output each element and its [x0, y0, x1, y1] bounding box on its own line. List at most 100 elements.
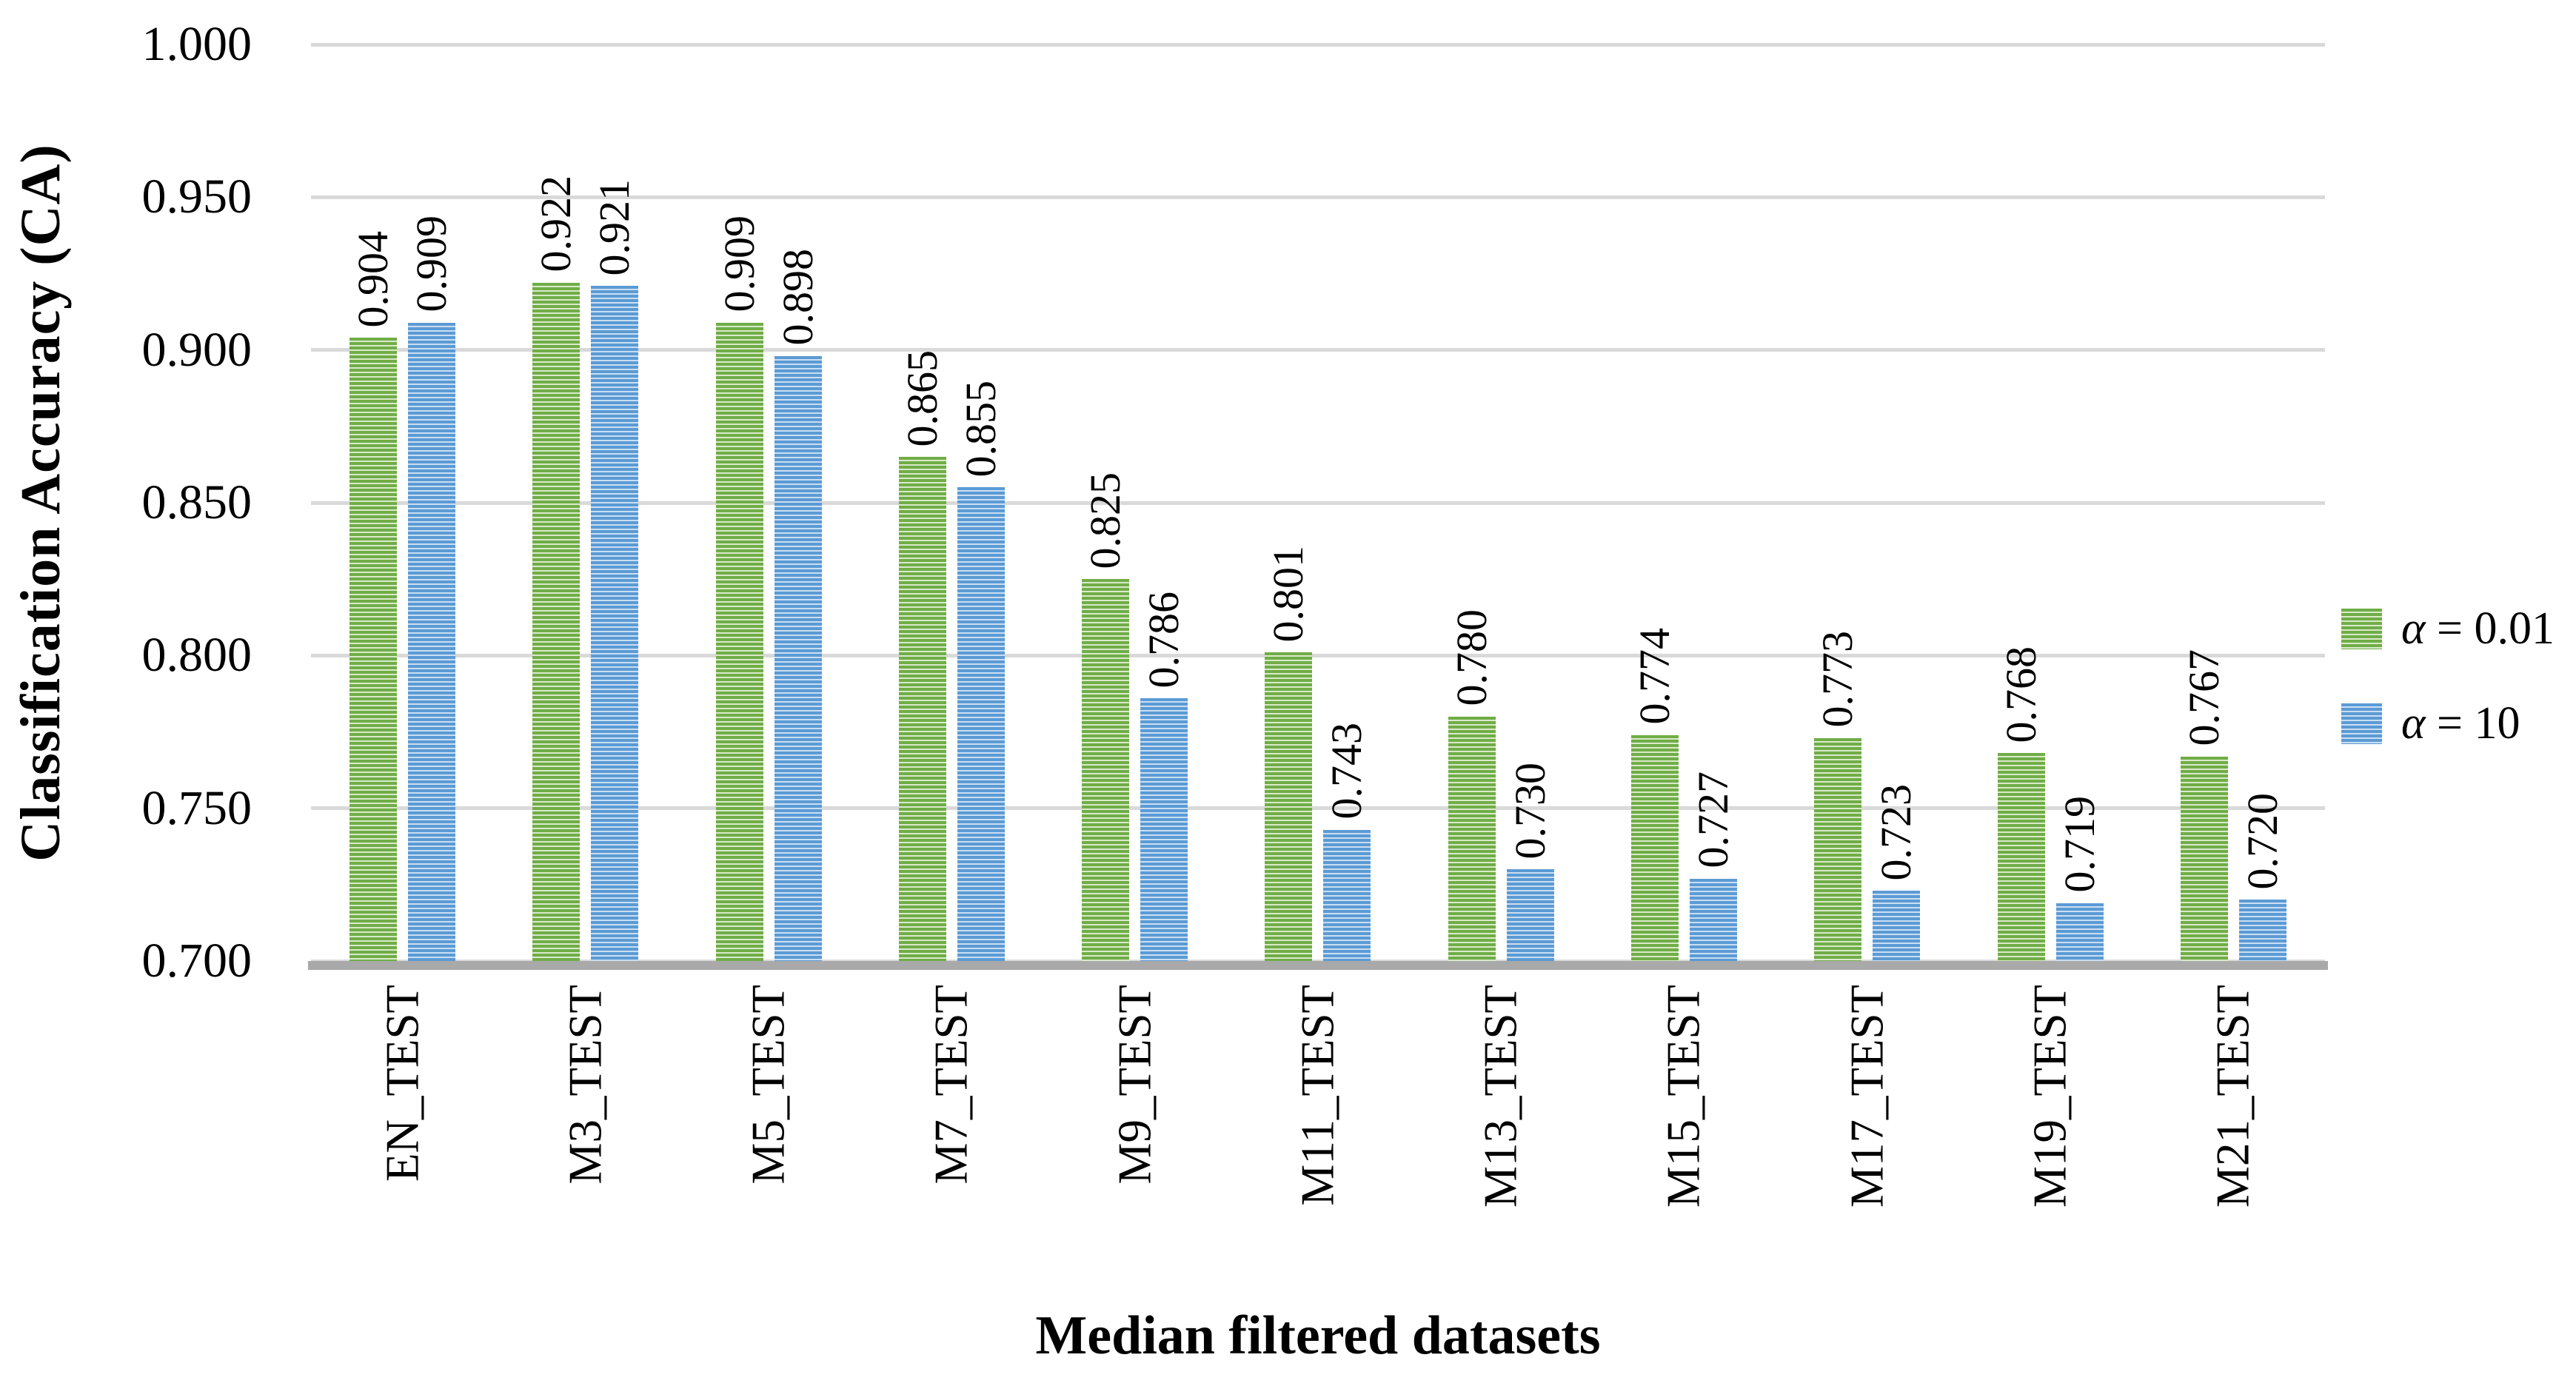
bar-pair: 0.780 0.730: [1410, 44, 1593, 961]
bar-series-2: 0.730: [1506, 763, 1554, 961]
x-tick-label: M11_TEST: [1291, 985, 1344, 1206]
category-group: 0.773 0.723 M17_TEST: [1776, 44, 1958, 1208]
bar-series-2: 0.720: [2238, 793, 2286, 961]
value-label: 0.767: [2179, 649, 2228, 746]
category-group: 0.865 0.855 M7_TEST: [860, 44, 1043, 1185]
x-tick-label: M5_TEST: [742, 985, 794, 1185]
value-label: 0.825: [1081, 472, 1130, 569]
x-axis-line: [308, 961, 2328, 970]
x-tick-label: M9_TEST: [1108, 985, 1161, 1185]
x-tick-label: M15_TEST: [1657, 985, 1710, 1208]
x-tick-label: M17_TEST: [1841, 985, 1893, 1208]
category-group: 0.767 0.720 M21_TEST: [2142, 44, 2325, 1208]
category-group: 0.825 0.786 M9_TEST: [1043, 44, 1226, 1185]
y-tick-label: 0.850: [141, 475, 252, 529]
bar-series-1: 0.768: [1997, 646, 2045, 961]
bar-series-2: 0.743: [1322, 723, 1371, 961]
bar-pair: 0.774 0.727: [1593, 44, 1776, 961]
y-tick-label: 0.950: [141, 170, 252, 224]
legend-swatch-icon: [2341, 703, 2382, 744]
y-tick-label: 0.900: [141, 322, 252, 377]
category-group: 0.922 0.921 M3_TEST: [494, 44, 677, 1185]
bar-series-2: 0.723: [1872, 784, 1921, 961]
legend-item: α = 0.01: [2341, 606, 2555, 652]
value-label: 0.723: [1872, 783, 1921, 881]
bar-series-1: 0.773: [1813, 631, 1862, 961]
value-label: 0.727: [1688, 771, 1737, 868]
bar-series-1: 0.774: [1630, 628, 1679, 961]
value-label: 0.720: [2238, 792, 2286, 890]
bar-pair: 0.865 0.855: [860, 44, 1043, 961]
value-label: 0.921: [590, 178, 639, 276]
bar-pair: 0.773 0.723: [1776, 44, 1958, 961]
x-tick-label: M19_TEST: [2024, 985, 2076, 1208]
legend-swatch-icon: [2341, 608, 2382, 649]
bar-pair: 0.904 0.909: [311, 44, 494, 961]
bar-pair: 0.767 0.720: [2142, 44, 2325, 961]
category-group: 0.904 0.909 EN_TEST: [311, 44, 494, 1182]
legend-label: α = 0.01: [2401, 603, 2555, 654]
legend: α = 0.01 α = 10: [2341, 606, 2555, 746]
y-tick-label: 0.700: [141, 934, 252, 988]
bar-pair: 0.801 0.743: [1226, 44, 1409, 961]
bar-series-1: 0.909: [715, 215, 763, 961]
value-label: 0.898: [773, 249, 822, 346]
x-tick-label: M21_TEST: [2207, 985, 2259, 1208]
value-label: 0.922: [532, 175, 581, 272]
category-group: 0.909 0.898 M5_TEST: [678, 44, 860, 1185]
gridline: [311, 195, 2325, 199]
x-tick-label: M13_TEST: [1474, 985, 1527, 1208]
x-tick-label: EN_TEST: [376, 985, 429, 1182]
bar-pair: 0.825 0.786: [1043, 44, 1226, 961]
value-label: 0.909: [715, 215, 763, 312]
value-label: 0.855: [956, 380, 1005, 478]
value-label: 0.909: [407, 215, 456, 312]
value-label: 0.904: [349, 230, 398, 328]
value-label: 0.865: [897, 349, 946, 447]
category-group: 0.801 0.743 M11_TEST: [1226, 44, 1409, 1206]
x-tick-label: M7_TEST: [925, 985, 977, 1185]
category-group: 0.774 0.727 M15_TEST: [1593, 44, 1776, 1208]
y-tick-label: 0.750: [141, 780, 252, 835]
categories-layer: 0.904 0.909 EN_TEST 0.922 0.921 M3_TEST 0.909 0…: [311, 44, 2325, 1208]
bar-pair: 0.922 0.921: [494, 44, 677, 961]
gridline: [311, 348, 2325, 352]
category-group: 0.780 0.730 M13_TEST: [1410, 44, 1593, 1208]
legend-label: α = 10: [2401, 698, 2520, 749]
y-tick-label: 0.800: [141, 628, 252, 683]
value-label: 0.773: [1813, 631, 1862, 728]
plot-area: 0.904 0.909 EN_TEST 0.922 0.921 M3_TEST 0.909 0…: [308, 42, 2328, 1208]
value-label: 0.774: [1630, 628, 1679, 725]
bar-series-2: 0.898: [774, 249, 822, 961]
bar-series-1: 0.780: [1448, 609, 1496, 961]
bar-series-1: 0.865: [898, 350, 946, 961]
value-label: 0.801: [1264, 545, 1313, 643]
value-label: 0.730: [1505, 762, 1554, 860]
bar-series-2: 0.909: [407, 215, 456, 961]
bar-series-2: 0.855: [957, 381, 1005, 961]
legend-item: α = 10: [2341, 700, 2555, 746]
gridline: [311, 653, 2325, 657]
category-group: 0.768 0.719 M19_TEST: [1958, 44, 2141, 1208]
bar-series-2: 0.719: [2055, 796, 2104, 961]
bar-pair: 0.768 0.719: [1958, 44, 2141, 961]
x-tick-label: M3_TEST: [559, 985, 612, 1185]
gridline: [311, 42, 2325, 47]
bar-series-1: 0.904: [349, 231, 398, 961]
bar-series-2: 0.786: [1140, 592, 1188, 961]
value-label: 0.780: [1447, 609, 1496, 706]
y-tick-label: 1.000: [141, 17, 252, 71]
bar-series-1: 0.825: [1081, 472, 1130, 961]
bar-series-1: 0.922: [532, 175, 581, 961]
value-label: 0.768: [1996, 646, 2045, 743]
bar-series-2: 0.727: [1689, 771, 1737, 961]
gridline: [311, 500, 2325, 505]
value-label: 0.786: [1140, 591, 1188, 689]
bar-series-2: 0.921: [590, 179, 639, 961]
x-axis-title: Median filtered datasets: [1035, 1305, 1601, 1366]
value-label: 0.719: [2055, 796, 2104, 893]
value-label: 0.743: [1322, 723, 1371, 820]
gridline: [311, 806, 2325, 811]
bar-pair: 0.909 0.898: [678, 44, 860, 961]
